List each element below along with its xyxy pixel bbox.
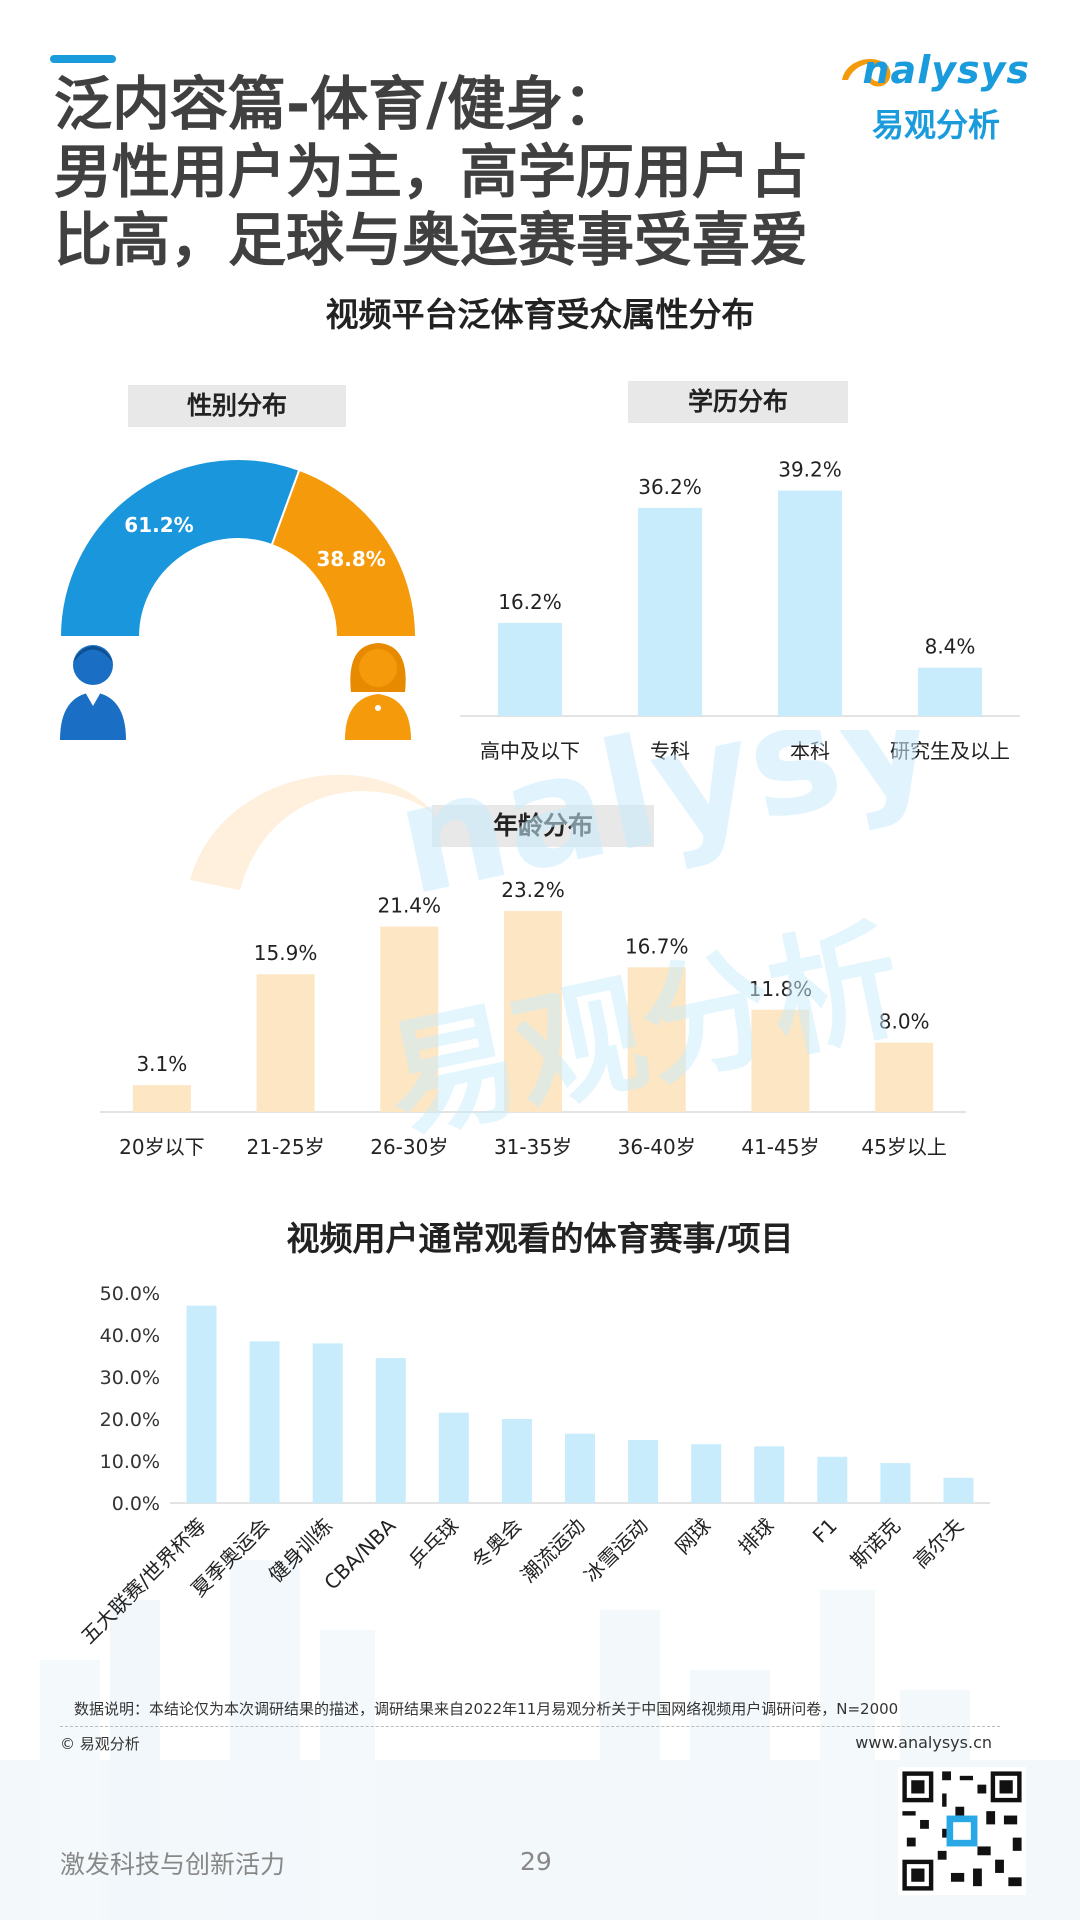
age-bar-chart: 3.1% 20岁以下 15.9% 21-25岁 21.4% 26-30岁 23.2% 31-3… [100, 878, 966, 1159]
page-title: 泛内容篇-体育/健身： 男性用户为主，高学历用户占 比高，足球与奥运赛事受喜爱 [54, 70, 834, 274]
y-tick-label: 20.0% [100, 1409, 160, 1431]
footer-divider [60, 1726, 1000, 1727]
bar-data-label: 3.1% [136, 1052, 187, 1076]
y-tick-label: 10.0% [100, 1451, 160, 1473]
age-tag: 年龄分布 [432, 805, 654, 847]
qr-code-icon [898, 1767, 1026, 1895]
x-tick-label: 研究生及以上 [890, 739, 1010, 763]
bar-data-label: 15.9% [254, 941, 318, 965]
x-tick-label: 网球 [670, 1514, 715, 1559]
bar [638, 507, 702, 716]
gender-slice [270, 468, 418, 638]
bar [438, 1412, 469, 1503]
bar [498, 622, 562, 716]
bar [943, 1477, 974, 1503]
x-tick-label: 21-25岁 [247, 1135, 325, 1159]
section-title-audience: 视频平台泛体育受众属性分布 [325, 295, 755, 334]
bar [918, 667, 982, 716]
education-tag: 学历分布 [628, 381, 848, 423]
bar [751, 1009, 810, 1112]
title-line-2: 男性用户为主，高学历用户占 [54, 138, 809, 206]
x-tick-label: 高尔夫 [909, 1514, 968, 1573]
logo-swoosh-icon [842, 58, 891, 87]
x-tick-label: 乒乓球 [404, 1514, 463, 1573]
logo-text-en: nalysys [862, 48, 1030, 92]
y-tick-label: 30.0% [100, 1367, 160, 1389]
education-bar-chart: 16.2% 高中及以下 36.2% 专科 39.2% 本科 8.4% 研究生及以上 [460, 458, 1020, 763]
page-number: 29 [520, 1847, 552, 1876]
female-user-icon [345, 643, 411, 740]
bar [875, 1042, 934, 1112]
bar [565, 1433, 595, 1503]
bar [249, 1341, 280, 1503]
x-tick-label: 20岁以下 [119, 1135, 204, 1159]
bar-data-label: 21.4% [378, 894, 442, 918]
x-tick-label: 41-45岁 [741, 1135, 819, 1159]
bar [312, 1343, 343, 1503]
bar-data-label: 8.0% [879, 1010, 930, 1034]
title-line-1: 泛内容篇-体育/健身： [54, 70, 622, 138]
bar-data-label: 39.2% [778, 458, 842, 482]
bar [628, 1440, 659, 1503]
x-tick-label: 26-30岁 [370, 1135, 448, 1159]
sports-bar-chart: 50.0%40.0%30.0%20.0%10.0%0.0%五大联赛/世界杯等夏季… [76, 1283, 990, 1648]
bar [691, 1444, 722, 1503]
gender-semi-donut-chart: 61.2% 38.8% [58, 458, 418, 740]
bar-data-label: 36.2% [638, 475, 702, 499]
x-tick-label: 本科 [790, 739, 830, 763]
x-tick-label: 高中及以下 [480, 739, 580, 763]
x-tick-label: 排球 [734, 1514, 779, 1559]
bar [754, 1446, 785, 1503]
bar [380, 926, 439, 1112]
accent-bar [50, 55, 116, 63]
y-tick-label: 40.0% [100, 1325, 160, 1347]
x-tick-label: 31-35岁 [494, 1135, 572, 1159]
gender-slice [58, 458, 301, 638]
bar [501, 1419, 532, 1503]
analysys-logo: nalysys 易观分析 [840, 48, 1040, 148]
bar-data-label: 23.2% [501, 878, 565, 902]
data-note: 数据说明：本结论仅为本次调研结果的描述，调研结果来自2022年11月易观分析关于… [74, 1700, 899, 1718]
footer-slogan: 激发科技与创新活力 [60, 1850, 286, 1879]
logo-text-cn: 易观分析 [871, 106, 1000, 144]
x-tick-label: F1 [808, 1514, 842, 1548]
y-tick-label: 50.0% [100, 1283, 160, 1305]
bar [817, 1456, 848, 1503]
x-tick-label: 斯诺克 [846, 1514, 905, 1573]
gender-slice-label: 38.8% [316, 547, 385, 571]
x-tick-label: 潮流运动 [516, 1514, 590, 1588]
website-link[interactable]: www.analysys.cn [855, 1733, 992, 1752]
x-tick-label: 45岁以上 [861, 1135, 946, 1159]
bar [627, 967, 686, 1112]
bar-data-label: 11.8% [749, 977, 813, 1001]
x-tick-label: 36-40岁 [618, 1135, 696, 1159]
bar [132, 1085, 191, 1112]
bar [880, 1463, 911, 1503]
bar-data-label: 16.7% [625, 934, 689, 958]
section-title-sports: 视频用户通常观看的体育赛事/项目 [286, 1219, 794, 1258]
x-tick-label: 专科 [650, 739, 690, 763]
x-tick-label: 冬奥会 [467, 1514, 526, 1573]
male-user-icon [60, 645, 126, 740]
bar [375, 1358, 406, 1503]
gender-tag: 性别分布 [128, 385, 346, 427]
y-tick-label: 0.0% [112, 1493, 160, 1515]
bar-data-label: 8.4% [925, 635, 976, 659]
bar [256, 974, 315, 1112]
copyright: © 易观分析 [60, 1735, 140, 1753]
bar [186, 1305, 217, 1503]
bar [778, 490, 842, 716]
x-tick-label: 冰雪运动 [579, 1514, 653, 1588]
bar-data-label: 16.2% [498, 590, 562, 614]
title-line-3: 比高，足球与奥运赛事受喜爱 [54, 206, 809, 274]
gender-slice-label: 61.2% [124, 513, 193, 537]
bar [504, 911, 562, 1112]
